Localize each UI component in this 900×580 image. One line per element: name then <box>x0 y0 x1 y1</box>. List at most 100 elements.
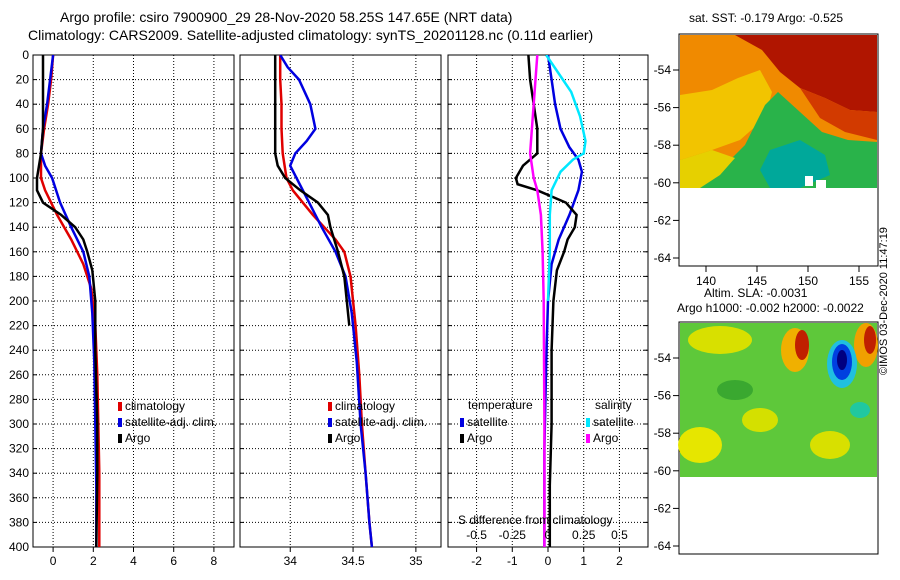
s-difference-tick-label: -0.25 <box>499 528 527 542</box>
sla-red-2 <box>864 326 876 354</box>
x-tick-label: 0 <box>50 554 57 568</box>
depth-tick-label: 380 <box>9 515 29 529</box>
salinity-panel: 34 34.5 35 climatology satellite-adj. clim… <box>239 54 442 568</box>
legend-label-climatology: climatology <box>335 399 395 413</box>
salinity-argo-line <box>273 55 351 326</box>
x-tick-label: 4 <box>130 554 137 568</box>
legend-swatch-argo <box>118 434 122 443</box>
sla-yellow-4 <box>810 431 850 459</box>
lat-tick-label: -60 <box>654 176 672 190</box>
depth-tick-label: 160 <box>9 245 29 259</box>
imos-credit: ©IMOS 03-Dec-2020 11:47:19 <box>878 227 890 375</box>
legend-swatch-salinity-argo <box>586 434 590 443</box>
s-difference-tick-labels: -0.5 -0.25 0 0.25 0.5 <box>466 528 628 542</box>
lat-tick-label: -58 <box>654 138 672 152</box>
depth-tick-label: 20 <box>16 73 30 87</box>
legend-swatch-satellite-adj <box>118 418 122 427</box>
depth-tick-label: 200 <box>9 294 29 308</box>
temperature-legend: climatology satellite-adj. clim. Argo <box>118 399 217 445</box>
depth-tick-label: 120 <box>9 196 29 210</box>
x-tick-label: 2 <box>616 554 623 568</box>
difference-legend: temperature salinity satellite Argo sate… <box>460 398 634 445</box>
salinity-legend: climatology satellite-adj. clim. Argo <box>328 399 427 445</box>
legend-label-salinity-argo: Argo <box>593 431 619 445</box>
depth-tick-label: 100 <box>9 171 29 185</box>
sst-heatmap <box>680 35 877 188</box>
sst-cold-green <box>700 92 877 188</box>
legend-label-climatology: climatology <box>125 399 185 413</box>
depth-tick-label: 80 <box>16 146 30 160</box>
lat-tick-label: -56 <box>654 389 672 403</box>
x-tick-label: 1 <box>580 554 587 568</box>
lon-tick-label: 145 <box>747 274 767 288</box>
lat-tick-label: -54 <box>654 63 672 77</box>
x-tick-label: 0 <box>545 554 552 568</box>
sst-white-gap <box>805 176 813 186</box>
depth-tick-label: 220 <box>9 319 29 333</box>
legend-swatch-climatology <box>118 402 122 411</box>
lat-tick-label: -56 <box>654 101 672 115</box>
legend-header-temperature: temperature <box>468 398 533 412</box>
difference-panel: -2 -1 0 1 2 temperature salinity satellite A… <box>447 54 649 568</box>
sla-orange-1 <box>795 330 809 360</box>
depth-tick-label: 320 <box>9 442 29 456</box>
temperature-satellite-adj-line <box>39 55 98 547</box>
sst-lon-ticks: 140 145 150 155 <box>696 266 869 288</box>
legend-label-salinity-satellite: satellite <box>593 415 634 429</box>
salinity-climatology-line <box>278 55 374 547</box>
title-line-2: Climatology: CARS2009. Satellite-adjuste… <box>28 27 593 43</box>
depth-tick-label: 240 <box>9 343 29 357</box>
sst-map-panel: sat. SST: -0.179 Argo: -0.525 -54 -56 -58 -… <box>654 11 879 288</box>
x-tick-label: 8 <box>211 554 218 568</box>
sst-warm-region <box>735 35 877 112</box>
x-tick-label: 35 <box>409 554 423 568</box>
legend-label-temperature-satellite: satellite <box>467 415 508 429</box>
temperature-gridlines <box>33 55 234 547</box>
depth-tick-label: 40 <box>16 97 30 111</box>
legend-label-satellite-adj: satellite-adj. clim. <box>125 415 217 429</box>
lon-tick-label: 140 <box>696 274 716 288</box>
sla-map-title-1: Altim. SLA: -0.0031 <box>704 286 808 300</box>
sst-warm-south <box>800 88 877 140</box>
difference-ticks: -2 -1 0 1 2 <box>448 54 648 568</box>
s-difference-tick-label: 0.25 <box>572 528 596 542</box>
lat-tick-label: -62 <box>654 213 672 227</box>
sla-yellow-3 <box>742 408 778 432</box>
lat-tick-label: -58 <box>654 426 672 440</box>
sst-map-title: sat. SST: -0.179 Argo: -0.525 <box>689 11 843 25</box>
sla-map-title-2: Argo h1000: -0.002 h2000: -0.0022 <box>677 301 864 315</box>
sla-heatmap <box>678 323 878 477</box>
s-difference-tick-label: 0 <box>545 528 552 542</box>
sla-map-panel: Altim. SLA: -0.0031 Argo h1000: -0.002 h… <box>654 286 879 555</box>
depth-tick-label: 60 <box>16 122 30 136</box>
difference-temperature-satellite-line <box>543 55 584 547</box>
depth-tick-label: 280 <box>9 392 29 406</box>
lat-tick-label: -64 <box>654 539 672 553</box>
legend-swatch-satellite-adj <box>328 418 332 427</box>
lon-tick-label: 150 <box>798 274 818 288</box>
depth-tick-label: 400 <box>9 540 29 554</box>
difference-temperature-argo-line <box>514 55 578 547</box>
legend-header-salinity: salinity <box>595 398 632 412</box>
depth-tick-label: 340 <box>9 466 29 480</box>
sst-lat-ticks: -54 -56 -58 -60 -62 -64 <box>654 63 679 265</box>
s-difference-axis-label: S difference from climatology <box>458 513 613 527</box>
salinity-ticks: 34 34.5 35 <box>240 54 441 568</box>
temperature-panel: 0204060801001201401601802002202402602803… <box>9 48 235 568</box>
legend-label-temperature-argo: Argo <box>467 431 493 445</box>
sst-white-gap-2 <box>816 180 826 188</box>
depth-tick-label: 140 <box>9 220 29 234</box>
x-tick-label: 2 <box>90 554 97 568</box>
depth-tick-label: 360 <box>9 491 29 505</box>
temperature-ticks: 0204060801001201401601802002202402602803… <box>9 48 234 568</box>
sla-navy-low <box>837 350 847 370</box>
sla-green-dark <box>717 380 753 400</box>
legend-swatch-argo <box>328 434 332 443</box>
sla-yellow-2 <box>678 427 722 463</box>
x-tick-label: 34 <box>284 554 298 568</box>
depth-tick-label: 180 <box>9 269 29 283</box>
sst-yellow-west <box>680 150 735 188</box>
depth-tick-label: 300 <box>9 417 29 431</box>
s-difference-tick-label: 0.5 <box>611 528 628 542</box>
x-tick-label: -2 <box>471 554 482 568</box>
